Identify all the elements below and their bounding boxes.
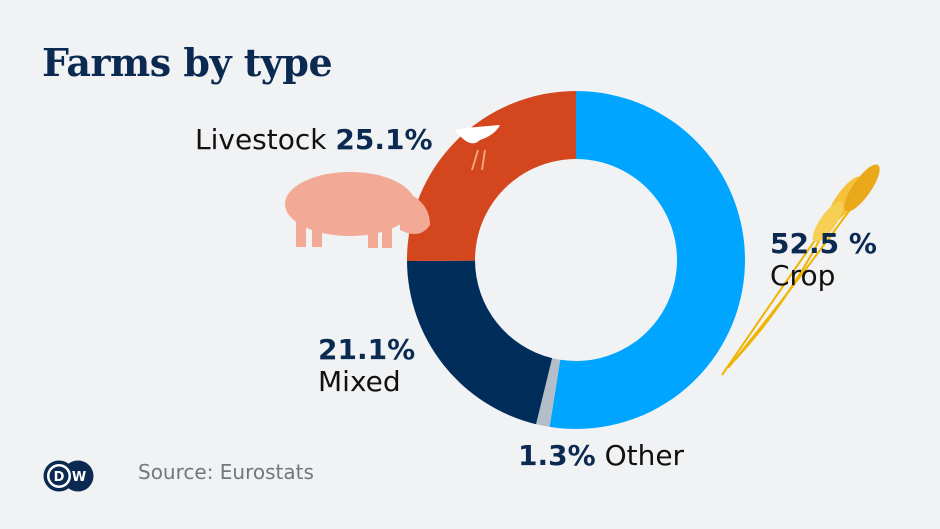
- slice-livestock: [407, 91, 576, 262]
- source-note: Source: Eurostats: [138, 460, 314, 484]
- chicken-icon: [455, 125, 500, 171]
- label-other: 1.3% Other: [518, 440, 684, 472]
- slice-value-other: 1.3%: [518, 439, 596, 472]
- slice-value-mixed: 21.1%: [318, 333, 416, 366]
- label-mixed: 21.1% Mixed: [318, 334, 415, 398]
- slice-other: [536, 358, 561, 427]
- label-livestock: Livestock 25.1%: [195, 124, 433, 156]
- slice-value-crop: 52.5 %: [770, 227, 877, 260]
- slice-name-livestock: Livestock: [195, 123, 327, 156]
- slice-name-crop: Crop: [770, 259, 836, 292]
- slice-name-mixed: Mixed: [318, 365, 401, 398]
- chart-title: Farms by type: [42, 40, 333, 85]
- label-crop: 52.5 % Crop: [770, 228, 877, 292]
- slice-value-livestock: 25.1%: [335, 123, 433, 156]
- svg-text:D: D: [54, 470, 65, 485]
- wheat-icon: [721, 164, 880, 376]
- slice-crop: [549, 91, 745, 429]
- slice-name-other: Other: [604, 439, 685, 472]
- pig-icon: [285, 172, 430, 248]
- svg-text:W: W: [72, 470, 86, 485]
- dw-logo: D W: [43, 460, 94, 492]
- slice-mixed: [407, 260, 553, 425]
